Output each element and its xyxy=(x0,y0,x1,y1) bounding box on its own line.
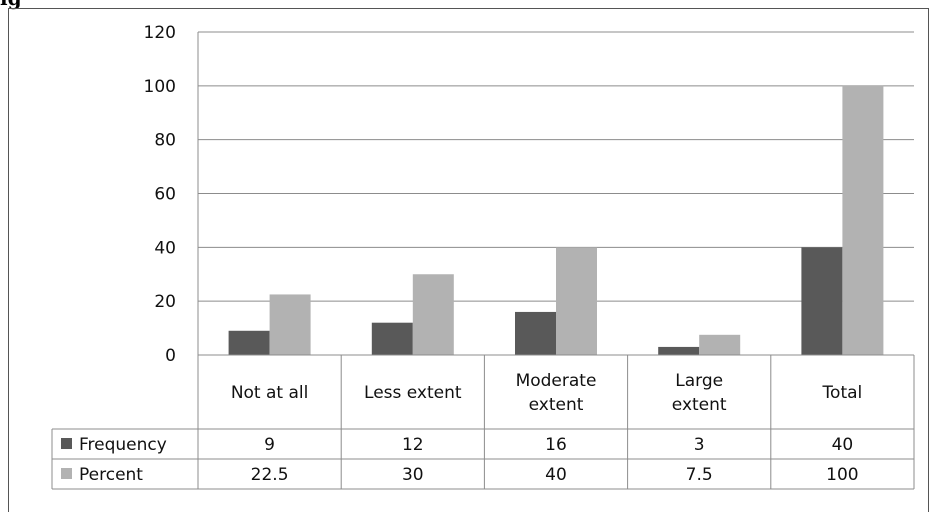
bar-frequency-2 xyxy=(515,311,556,355)
bar-frequency-3 xyxy=(658,346,700,355)
category-label: extent xyxy=(672,395,727,415)
bar-percent-4 xyxy=(842,85,884,355)
bar-percent-2 xyxy=(556,247,597,355)
legend-series-name: Percent xyxy=(79,465,143,485)
bar-percent-0 xyxy=(269,294,311,355)
data-label-frequency: 16 xyxy=(545,435,567,455)
data-label-frequency: 40 xyxy=(832,435,854,455)
data-label-percent: 22.5 xyxy=(251,465,289,485)
bars xyxy=(228,85,884,355)
category-label: Not at all xyxy=(231,383,309,403)
bar-frequency-0 xyxy=(228,330,270,355)
y-tick-label: 0 xyxy=(165,346,176,366)
category-label: Less extent xyxy=(364,383,462,403)
data-label-percent: 7.5 xyxy=(686,465,713,485)
bar-frequency-4 xyxy=(801,247,843,355)
figure-caption-fragment: ig xyxy=(0,0,22,10)
category-label: Moderate xyxy=(516,371,597,391)
y-axis-ticks: 0 20 40 60 80 100 120 xyxy=(144,23,176,366)
y-tick-label: 40 xyxy=(154,238,176,258)
legend-series-name: Frequency xyxy=(79,435,167,455)
category-label: Large xyxy=(675,371,723,391)
bar-frequency-1 xyxy=(371,322,413,355)
y-tick-label: 120 xyxy=(144,23,176,43)
category-label: extent xyxy=(529,395,584,415)
y-tick-label: 100 xyxy=(144,77,176,97)
legend-key-percent xyxy=(61,468,72,479)
y-tick-label: 20 xyxy=(154,292,176,312)
data-label-frequency: 9 xyxy=(264,435,275,455)
bar-percent-3 xyxy=(699,334,741,355)
chart-frame xyxy=(8,8,929,512)
bar-percent-1 xyxy=(412,274,454,355)
data-label-frequency: 12 xyxy=(402,435,424,455)
data-label-percent: 100 xyxy=(826,465,858,485)
legend-key-frequency xyxy=(61,438,72,449)
data-label-percent: 40 xyxy=(545,465,567,485)
data-table: Not at all Less extent Moderate extent Large… xyxy=(51,354,915,490)
y-tick-label: 60 xyxy=(154,185,176,205)
data-label-frequency: 3 xyxy=(694,435,705,455)
y-tick-label: 80 xyxy=(154,131,176,151)
data-label-percent: 30 xyxy=(402,465,424,485)
category-label: Total xyxy=(822,383,863,403)
